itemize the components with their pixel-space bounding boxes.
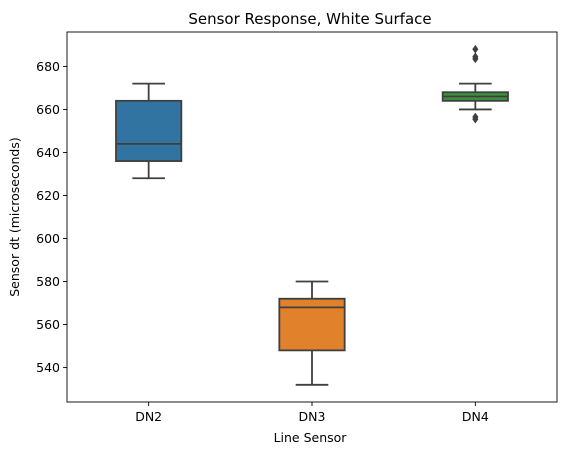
outlier-point [472, 112, 479, 122]
x-axis-label: Line Sensor [274, 430, 348, 445]
y-tick-label: 600 [36, 231, 60, 246]
chart-title: Sensor Response, White Surface [188, 10, 431, 28]
y-tick-label: 620 [36, 188, 60, 203]
y-tick-label: 580 [36, 274, 60, 289]
x-tick-label: DN4 [462, 409, 489, 424]
y-tick-label: 680 [36, 59, 60, 74]
y-tick-label: 660 [36, 102, 60, 117]
y-tick-label: 640 [36, 145, 60, 160]
x-tick-label: DN3 [299, 409, 326, 424]
plot-area: 540 560 580 600 620 640 660 680 DN2 DN3 DN4 [36, 31, 558, 424]
box-dn2 [115, 99, 183, 162]
outlier-point [472, 44, 479, 54]
y-tick-label: 560 [36, 317, 60, 332]
y-axis-label: Sensor dt (microseconds) [7, 137, 22, 297]
y-tick-label: 540 [36, 360, 60, 375]
x-tick-label: DN2 [135, 409, 162, 424]
outlier-point [472, 52, 479, 62]
